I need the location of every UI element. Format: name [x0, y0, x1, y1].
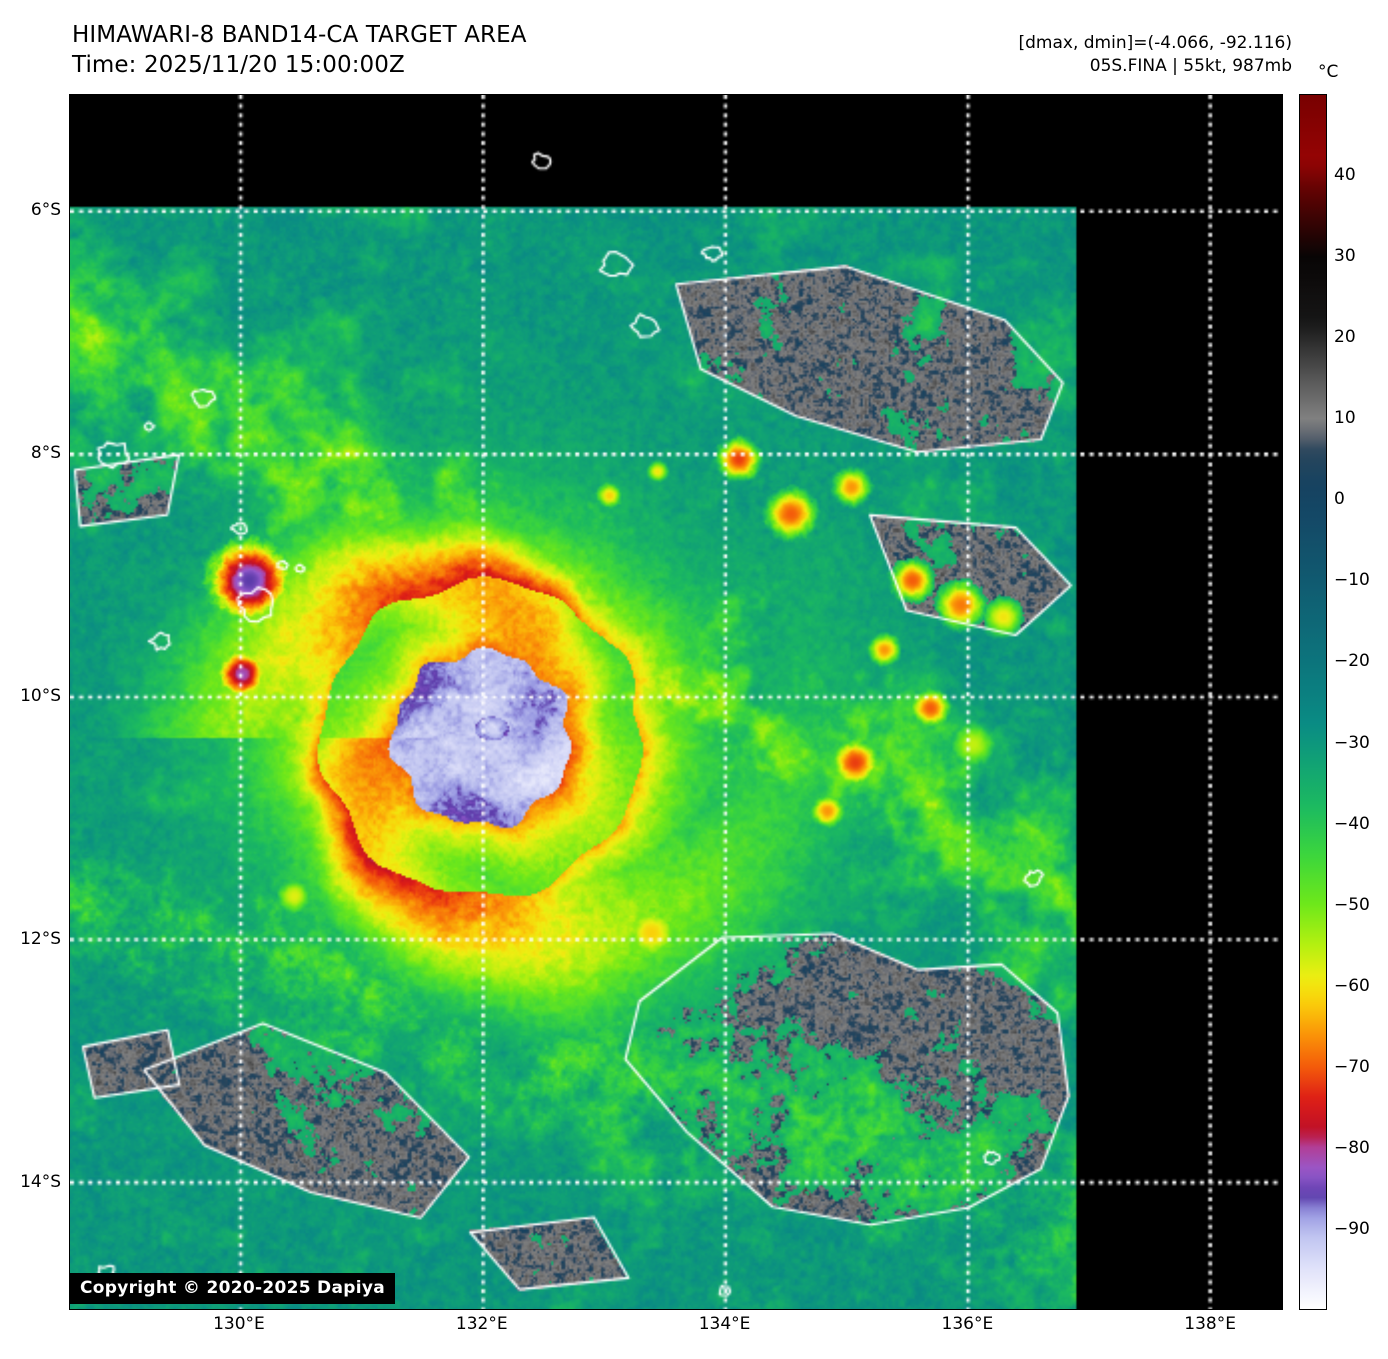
y-axis-tick-4: 14°S — [20, 1172, 61, 1193]
colorbar-tick-5: −10 — [1334, 570, 1370, 591]
x-axis-tick-0: 130°E — [213, 1314, 265, 1334]
colorbar-tick-9: −50 — [1334, 894, 1370, 915]
storm-info-label: 05S.FINA | 55kt, 987mb — [1089, 55, 1292, 76]
colorbar-tick-13: −90 — [1334, 1218, 1370, 1239]
x-axis-tick-2: 134°E — [698, 1314, 751, 1334]
colorbar-tick-4: 0 — [1334, 489, 1345, 510]
colorbar-unit-label: °C — [1318, 62, 1339, 82]
data-minmax-label: [dmax, dmin]=(-4.066, -92.116) — [1018, 33, 1293, 53]
y-axis-tick-2: 10°S — [20, 685, 61, 706]
y-axis-tick-1: 8°S — [30, 442, 61, 463]
copyright-watermark: Copyright © 2020-2025 Dapiya — [70, 1273, 395, 1304]
x-axis-tick-1: 132°E — [455, 1314, 508, 1334]
colorbar-tick-2: 20 — [1334, 327, 1356, 348]
colorbar-tick-11: −70 — [1334, 1056, 1370, 1077]
satellite-image-plot — [69, 94, 1283, 1310]
product-title: HIMAWARI-8 BAND14-CA TARGET AREA — [72, 22, 527, 48]
colorbar-tick-1: 30 — [1334, 246, 1356, 267]
page-title: HIMAWARI-8 BAND14-CA TARGET AREA Time: 2… — [72, 20, 527, 81]
y-axis-tick-0: 6°S — [30, 199, 61, 220]
colorbar-tick-6: −20 — [1334, 651, 1370, 672]
colorbar — [1299, 94, 1327, 1310]
colorbar-gradient — [1300, 95, 1326, 1309]
colorbar-tick-12: −80 — [1334, 1137, 1370, 1158]
satellite-imagery-canvas — [70, 95, 1282, 1309]
metadata-block: [dmax, dmin]=(-4.066, -92.116) 05S.FINA … — [1019, 32, 1293, 78]
x-axis-tick-4: 138°E — [1184, 1314, 1236, 1334]
colorbar-tick-7: −30 — [1334, 732, 1370, 753]
colorbar-tick-3: 10 — [1334, 408, 1356, 429]
observation-time: Time: 2025/11/20 15:00:00Z — [72, 52, 405, 79]
colorbar-tick-10: −60 — [1334, 975, 1370, 996]
x-axis-tick-3: 136°E — [941, 1314, 994, 1334]
y-axis-tick-3: 12°S — [20, 929, 61, 950]
colorbar-tick-8: −40 — [1334, 813, 1370, 834]
colorbar-tick-0: 40 — [1334, 165, 1356, 186]
